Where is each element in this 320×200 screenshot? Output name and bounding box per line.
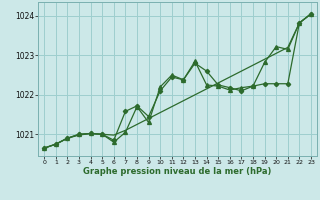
X-axis label: Graphe pression niveau de la mer (hPa): Graphe pression niveau de la mer (hPa)	[84, 167, 272, 176]
